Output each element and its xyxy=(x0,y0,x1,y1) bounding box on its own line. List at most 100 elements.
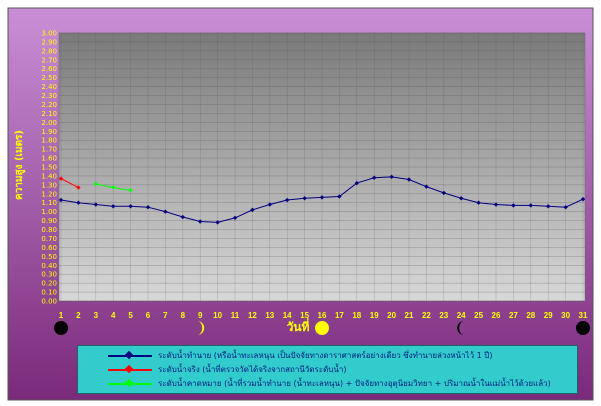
series-point-0 xyxy=(302,196,307,201)
series-point-2 xyxy=(128,188,133,193)
new-moon-icon xyxy=(54,321,68,335)
x-tick-label: 19 xyxy=(370,311,379,320)
x-tick-label: 7 xyxy=(163,311,168,320)
series-point-1 xyxy=(76,185,81,190)
legend-marker-predicted xyxy=(124,350,134,360)
legend-item-predicted: ระดับน้ำทำนาย (หรือน้ำทะเลหนุน เป็นปัจจั… xyxy=(78,349,577,363)
x-tick-label: 8 xyxy=(181,311,186,320)
series-point-0 xyxy=(580,196,586,202)
x-tick-label: 28 xyxy=(526,311,535,320)
series-point-0 xyxy=(372,175,377,180)
series-point-0 xyxy=(232,215,238,221)
moon-phase-icons xyxy=(54,321,590,335)
legend-label-predicted: ระดับน้ำทำนาย (หรือน้ำทะเลหนุน เป็นปัจจั… xyxy=(158,351,493,360)
y-tick-label: 3.00 xyxy=(41,30,57,38)
series-point-0 xyxy=(215,220,220,225)
series-point-0 xyxy=(267,202,272,207)
y-tick-label: 1.70 xyxy=(41,146,57,154)
y-tick-label: 1.50 xyxy=(41,164,57,172)
y-tick-label: 1.90 xyxy=(41,128,57,136)
y-tick-label: 0.50 xyxy=(41,253,57,261)
y-tick-label: 1.30 xyxy=(41,181,57,189)
series-point-0 xyxy=(441,190,446,196)
legend-label-forecast: ระดับน้ำคาดหมาย (น้ำที่รวมน้ำทำนาย (น้ำท… xyxy=(158,379,551,388)
x-tick-label: 18 xyxy=(352,311,361,320)
legend-marker-actual xyxy=(124,364,134,374)
series-point-2 xyxy=(111,185,116,190)
y-tick-label: 2.40 xyxy=(41,83,57,91)
x-tick-label: 20 xyxy=(387,311,396,320)
series-point-0 xyxy=(511,203,516,208)
legend-item-forecast: ระดับน้ำคาดหมาย (น้ำที่รวมน้ำทำนาย (น้ำท… xyxy=(78,377,577,391)
series-point-0 xyxy=(389,174,394,180)
x-tick-label: 5 xyxy=(128,311,133,320)
first-quarter-moon-icon xyxy=(197,321,205,335)
y-axis-ticks: 0.000.100.200.300.400.500.600.700.800.90… xyxy=(41,30,57,306)
full-moon-icon xyxy=(315,321,329,335)
y-tick-label: 2.30 xyxy=(41,92,57,100)
series-point-0 xyxy=(319,195,325,200)
series-point-0 xyxy=(93,202,98,207)
legend-item-actual: ระดับน้ำจริง (น้ำที่ตรวจวัดได้จริงจากสถา… xyxy=(78,363,577,377)
series-point-0 xyxy=(546,204,551,209)
x-axis-ticks: 1 2 3 4 5 6 7 8 9 10 11 12 13 14 15 16 17 18 19 20 21 22 23 24 2… xyxy=(59,311,588,320)
y-tick-label: 0.10 xyxy=(41,289,57,297)
series-point-0 xyxy=(145,205,151,210)
x-tick-label: 24 xyxy=(457,311,466,320)
y-tick-label: 2.00 xyxy=(41,119,57,127)
y-tick-label: 2.20 xyxy=(41,101,57,109)
series-point-0 xyxy=(58,197,64,203)
x-tick-label: 12 xyxy=(248,311,257,320)
x-tick-label: 31 xyxy=(579,311,588,320)
y-tick-label: 2.90 xyxy=(41,38,57,46)
x-tick-label: 26 xyxy=(492,311,501,320)
x-tick-label: 6 xyxy=(146,311,151,320)
series-point-0 xyxy=(406,177,412,182)
x-tick-label: 3 xyxy=(94,311,99,320)
grid-lines xyxy=(59,32,585,302)
y-tick-label: 0.60 xyxy=(41,244,57,252)
series-point-0 xyxy=(354,180,359,186)
series-point-0 xyxy=(337,194,342,199)
x-tick-label: 10 xyxy=(213,311,222,320)
series-point-0 xyxy=(424,184,429,189)
y-tick-label: 0.90 xyxy=(41,217,57,225)
series-point-0 xyxy=(163,209,168,214)
y-tick-label: 1.40 xyxy=(41,172,57,180)
y-tick-label: 1.60 xyxy=(41,155,57,163)
y-tick-label: 0.70 xyxy=(41,235,57,243)
series-line-1 xyxy=(60,178,79,188)
y-axis-label: ความสูง (เมตร) xyxy=(14,130,26,200)
series-point-0 xyxy=(76,200,81,205)
x-tick-label: 16 xyxy=(318,311,327,320)
x-tick-label: 14 xyxy=(283,311,292,320)
y-tick-label: 1.10 xyxy=(41,199,57,207)
y-tick-label: 1.00 xyxy=(41,208,57,216)
series-point-0 xyxy=(493,202,499,207)
y-tick-label: 2.50 xyxy=(41,74,57,82)
series-point-2 xyxy=(93,181,98,187)
series-point-0 xyxy=(563,205,568,210)
series-point-0 xyxy=(198,219,203,224)
series-point-0 xyxy=(250,207,255,213)
y-tick-label: 2.70 xyxy=(41,56,57,64)
y-tick-label: 2.10 xyxy=(41,110,57,118)
y-tick-label: 2.80 xyxy=(41,47,57,55)
y-tick-label: 0.30 xyxy=(41,271,57,279)
legend: ระดับน้ำทำนาย (หรือน้ำทะเลหนุน เป็นปัจจั… xyxy=(77,345,578,394)
series-point-0 xyxy=(128,204,133,209)
x-tick-label: 25 xyxy=(474,311,483,320)
x-tick-label: 2 xyxy=(76,311,81,320)
y-tick-label: 1.20 xyxy=(41,190,57,198)
y-tick-label: 0.80 xyxy=(41,226,57,234)
y-tick-label: 0.20 xyxy=(41,280,57,288)
x-tick-label: 11 xyxy=(231,311,240,320)
new-moon-icon xyxy=(576,321,590,335)
series-point-0 xyxy=(528,203,533,208)
series-point-0 xyxy=(111,204,116,209)
x-tick-label: 9 xyxy=(198,311,203,320)
x-tick-label: 30 xyxy=(561,311,570,320)
x-tick-label: 21 xyxy=(405,311,414,320)
